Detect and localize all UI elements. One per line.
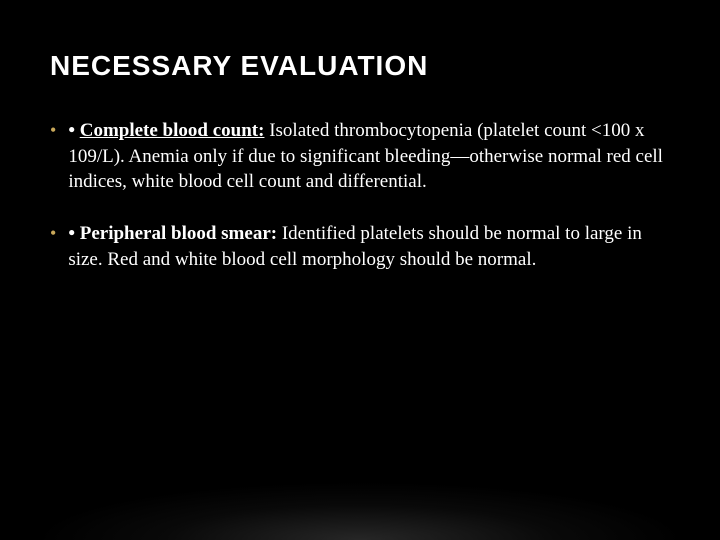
bullet-text: • Peripheral blood smear: Identified pla… bbox=[68, 221, 670, 272]
slide-title: NECESSARY EVALUATION bbox=[50, 50, 670, 82]
bullet-list: • • Complete blood count: Isolated throm… bbox=[50, 118, 670, 272]
inner-bullet: • bbox=[68, 223, 75, 244]
bullet-icon: • bbox=[50, 223, 56, 244]
lead-text: Peripheral blood smear: bbox=[80, 223, 277, 244]
bullet-text: • Complete blood count: Isolated thrombo… bbox=[68, 118, 670, 195]
inner-bullet: • bbox=[68, 120, 75, 141]
lead-text: Complete blood count: bbox=[80, 120, 265, 141]
list-item: • • Peripheral blood smear: Identified p… bbox=[50, 221, 670, 272]
slide-container: NECESSARY EVALUATION • • Complete blood … bbox=[0, 0, 720, 540]
list-item: • • Complete blood count: Isolated throm… bbox=[50, 118, 670, 195]
bullet-icon: • bbox=[50, 120, 56, 141]
bottom-shadow bbox=[0, 430, 720, 540]
